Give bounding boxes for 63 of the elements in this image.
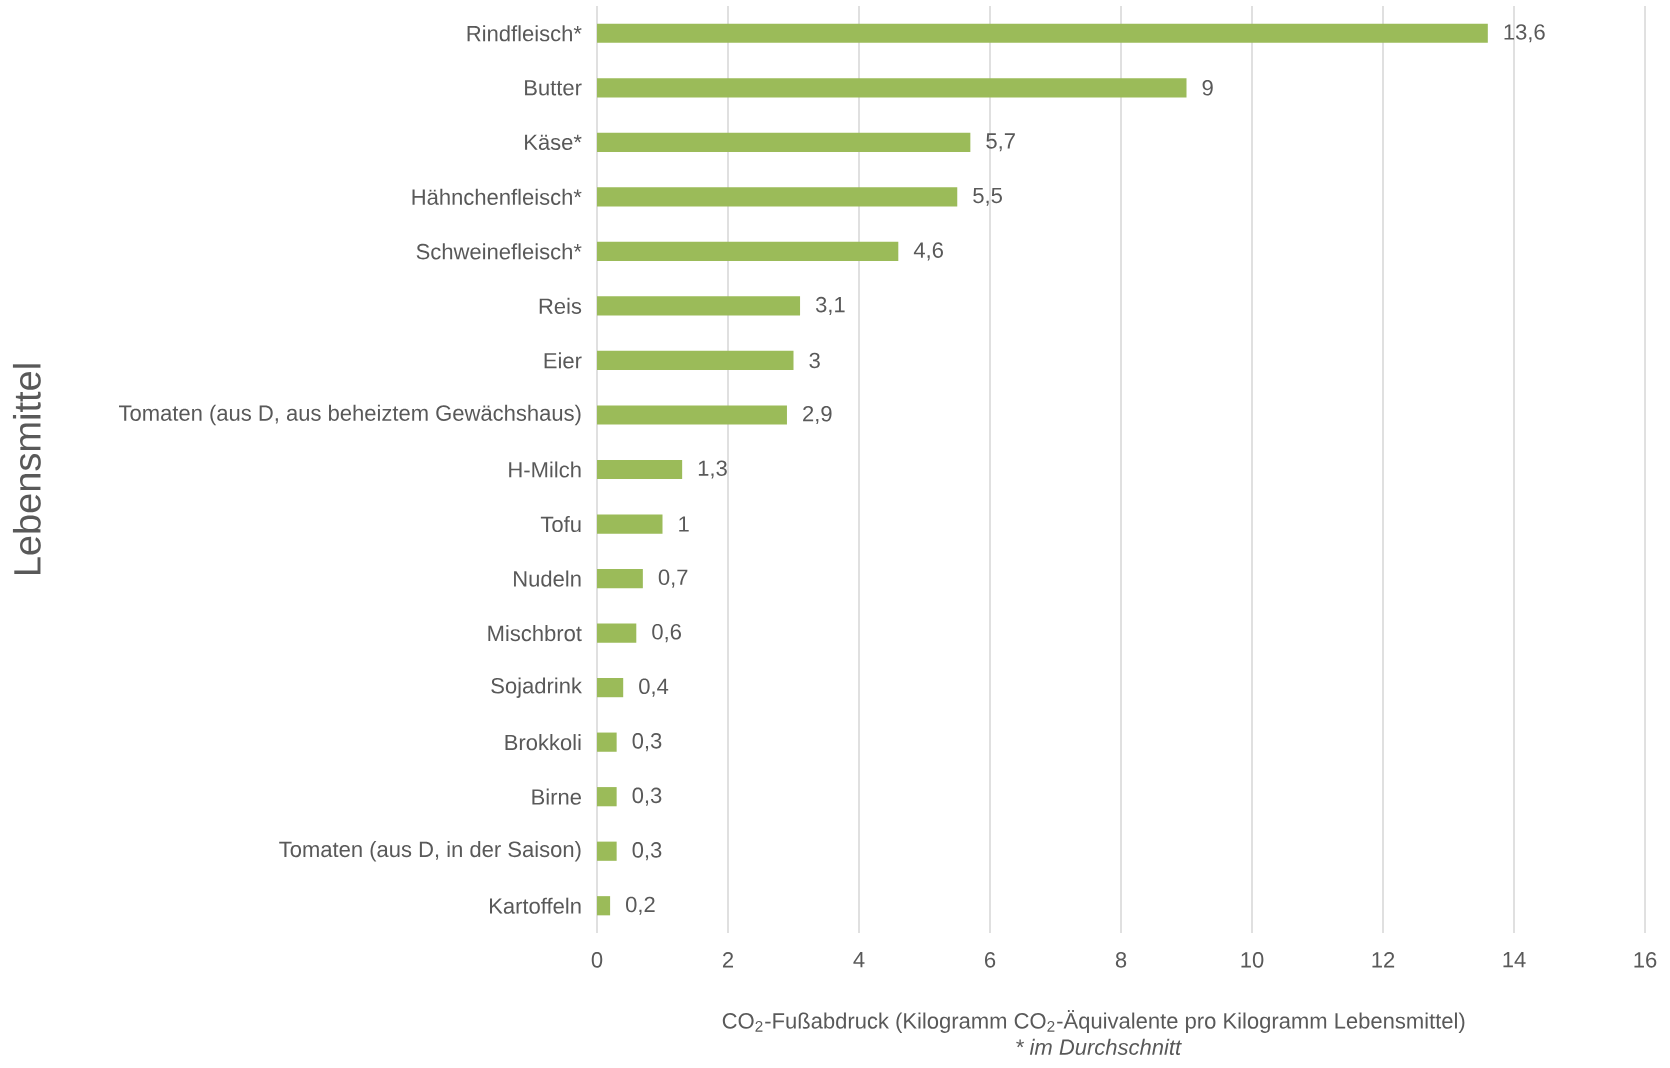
bar [597,678,624,698]
bar [597,296,801,316]
y-tick-label: Birne [532,788,581,805]
y-tick-label: Tomaten (aus D, in der Saison) [279,840,581,862]
data-label: 4,6 [913,242,943,261]
data-label: 1,3 [698,460,727,479]
data-label: 9 [1202,79,1213,96]
x-tick-label: 12 [1372,952,1395,968]
x-tick-label: 10 [1241,952,1264,968]
bar [597,350,794,371]
y-tick-label: Butter [525,80,582,96]
data-label: 5,5 [973,187,1002,206]
bar [597,187,958,207]
x-tick-label: 0 [591,952,603,968]
x-axis-title: CO$_{2}$-Fußabdruck (Kilogramm CO$_{2}$-Äquivalente pro Kilogramm Lebensmittel) [722,1010,1465,1034]
bar [597,787,617,807]
y-tick-label: H-Milch [509,461,581,478]
x-tick-label: 6 [985,952,996,968]
y-tick-label: Brokkoli [505,734,581,751]
data-label: 2,9 [803,405,832,425]
y-tick-label: Tomaten (aus D, aus beheiztem Gewächshaus) [119,404,581,426]
bar [597,514,663,534]
x-tick-label: 2 [722,952,734,968]
bar [597,568,643,589]
data-label: 1 [679,516,689,532]
data-label: 0,6 [652,623,681,643]
x-tick-label: 14 [1503,952,1526,968]
y-tick-label: Kartoffeln [490,897,581,914]
data-label: 0,2 [626,896,655,915]
data-label: 0,4 [639,678,669,697]
y-tick-label: Schweinefleisch* [416,243,582,260]
data-label: 0,3 [632,842,662,861]
bar [597,896,611,916]
bar [597,623,637,643]
data-label: 3,1 [815,296,845,315]
text: * im Durchschnitt [1016,1038,1182,1055]
y-tick-label: Käse* [525,134,582,150]
data-label: 5,7 [986,133,1015,152]
bar [597,459,683,480]
y-tick-label: Mischbrot [488,625,582,642]
bar [597,841,617,861]
y-tick-label: Tofu [540,515,581,533]
bar [597,241,899,261]
bar [597,132,971,152]
x-tick-label: 4 [853,952,865,968]
y-tick-label: Reis [539,297,582,314]
bar [597,23,1488,43]
y-tick-label: Rindfleisch* [467,25,582,42]
data-label: 0,7 [658,569,688,588]
y-tick-label: Sojadrink [491,677,582,698]
data-label: 13,6 [1504,24,1545,43]
x-tick-label: 8 [1115,952,1127,968]
y-tick-label: Hähnchenfleisch* [412,188,582,205]
bar [597,405,787,425]
data-label: 0,3 [632,733,662,752]
bar [597,732,617,752]
bar [597,78,1187,98]
data-label: 3 [809,352,820,369]
y-tick-label: Nudeln [514,570,581,587]
x-tick-label: 16 [1634,952,1657,968]
y-tick-label: Eier [544,352,582,369]
data-label: 0,3 [632,787,662,806]
y-axis-title: Lebensmittel [12,364,41,575]
